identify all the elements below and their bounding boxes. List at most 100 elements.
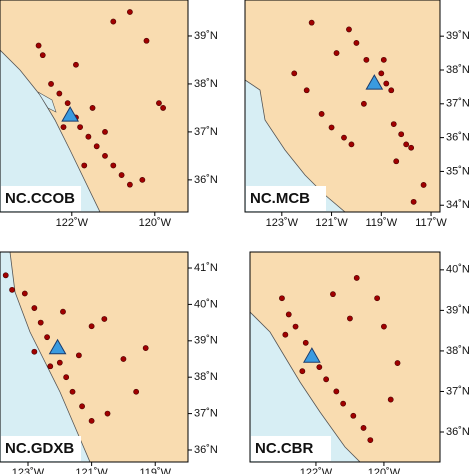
earthquake bbox=[302, 339, 309, 346]
earthquake bbox=[291, 70, 298, 77]
map-background bbox=[250, 252, 440, 462]
panel-frame bbox=[0, 251, 189, 463]
earthquake bbox=[390, 121, 397, 127]
earthquake bbox=[333, 50, 340, 56]
earthquake bbox=[60, 124, 67, 131]
earthquake bbox=[340, 400, 347, 407]
y-tick-label: 41˚N bbox=[194, 262, 218, 274]
earthquake bbox=[353, 275, 360, 281]
panel-frame bbox=[244, 0, 441, 213]
earthquake bbox=[126, 181, 133, 188]
map-panel bbox=[291, 19, 427, 205]
earthquake bbox=[360, 425, 367, 431]
y-tick-label: 37˚N bbox=[446, 98, 470, 110]
earthquake bbox=[353, 40, 360, 46]
earthquake bbox=[380, 56, 387, 63]
station-label: NC.CBR bbox=[255, 440, 313, 457]
earthquake bbox=[299, 368, 306, 375]
earthquake bbox=[318, 111, 325, 117]
earthquake bbox=[367, 437, 374, 444]
earthquake bbox=[360, 100, 367, 107]
earthquake bbox=[388, 87, 395, 94]
station-label: NC.CCOB bbox=[5, 190, 75, 207]
earthquake bbox=[330, 291, 336, 298]
earthquake bbox=[160, 105, 166, 111]
earthquake bbox=[39, 52, 46, 59]
earthquake bbox=[75, 352, 82, 359]
earthquake bbox=[101, 316, 108, 322]
y-tick-label: 40˚N bbox=[194, 298, 218, 310]
y-tick-label: 36˚N bbox=[194, 444, 218, 456]
y-tick-label: 37˚N bbox=[194, 126, 218, 138]
station-label-box bbox=[1, 186, 81, 211]
earthquake bbox=[126, 9, 133, 15]
station-label-box bbox=[1, 436, 81, 461]
map-panel bbox=[35, 9, 166, 188]
map-background bbox=[245, 0, 440, 212]
earthquake bbox=[79, 403, 85, 410]
x-tick-label: 119˚W bbox=[366, 217, 398, 229]
earthquake bbox=[398, 131, 405, 138]
earthquake bbox=[346, 26, 352, 33]
earthquake bbox=[393, 158, 400, 165]
y-tick-label: 38˚N bbox=[194, 371, 218, 383]
earthquake bbox=[88, 323, 95, 330]
earthquake bbox=[110, 18, 117, 25]
x-tick-label: 120˚W bbox=[368, 467, 401, 474]
earthquake bbox=[47, 363, 54, 370]
station-marker bbox=[365, 74, 384, 90]
y-tick-label: 36˚N bbox=[194, 174, 218, 186]
earthquake bbox=[37, 319, 44, 326]
y-tick-label: 40˚N bbox=[446, 264, 470, 276]
station-label-box bbox=[251, 436, 331, 461]
earthquake bbox=[410, 198, 417, 205]
earthquake bbox=[48, 81, 54, 87]
earthquake bbox=[21, 290, 28, 297]
earthquake bbox=[341, 134, 347, 141]
earthquake bbox=[350, 412, 357, 419]
x-tick-label: 122˚W bbox=[300, 467, 333, 474]
earthquake bbox=[347, 315, 353, 322]
earthquake bbox=[383, 80, 390, 87]
earthquake bbox=[303, 87, 310, 94]
station-label-box bbox=[246, 186, 326, 211]
x-tick-label: 120˚W bbox=[139, 217, 172, 229]
earthquake bbox=[63, 374, 70, 381]
earthquake bbox=[403, 141, 410, 148]
earthquake bbox=[77, 124, 83, 131]
earthquake bbox=[9, 286, 15, 293]
earthquake bbox=[292, 323, 299, 330]
earthquake bbox=[31, 348, 38, 355]
earthquake bbox=[363, 56, 370, 63]
x-tick-label: 123˚W bbox=[12, 467, 45, 474]
earthquake bbox=[139, 176, 146, 183]
earthquake bbox=[282, 331, 289, 338]
earthquake bbox=[120, 356, 127, 362]
panel-frame bbox=[249, 251, 441, 463]
earthquake bbox=[378, 70, 385, 77]
y-tick-label: 38˚N bbox=[194, 78, 218, 90]
station-marker bbox=[61, 106, 79, 122]
earthquake bbox=[394, 360, 401, 366]
earthquake bbox=[118, 172, 125, 178]
earthquake bbox=[374, 295, 381, 302]
earthquake bbox=[104, 410, 111, 417]
map-panel bbox=[2, 272, 149, 424]
y-tick-label: 37˚N bbox=[446, 385, 470, 397]
x-tick-label: 122˚W bbox=[56, 217, 89, 229]
earthquake bbox=[133, 388, 140, 395]
earthquake bbox=[102, 129, 108, 135]
y-tick-label: 34˚N bbox=[446, 199, 470, 211]
earthquake bbox=[333, 388, 340, 395]
earthquake bbox=[60, 308, 66, 315]
map-background bbox=[0, 0, 188, 212]
x-tick-label: 121˚W bbox=[75, 467, 108, 474]
earthquake bbox=[156, 100, 162, 107]
earthquake bbox=[308, 19, 315, 26]
earthquake bbox=[85, 133, 92, 140]
station-label: NC.GDXB bbox=[5, 440, 74, 457]
map-panel bbox=[279, 275, 401, 444]
y-tick-label: 38˚N bbox=[446, 345, 470, 357]
earthquake bbox=[348, 141, 355, 148]
